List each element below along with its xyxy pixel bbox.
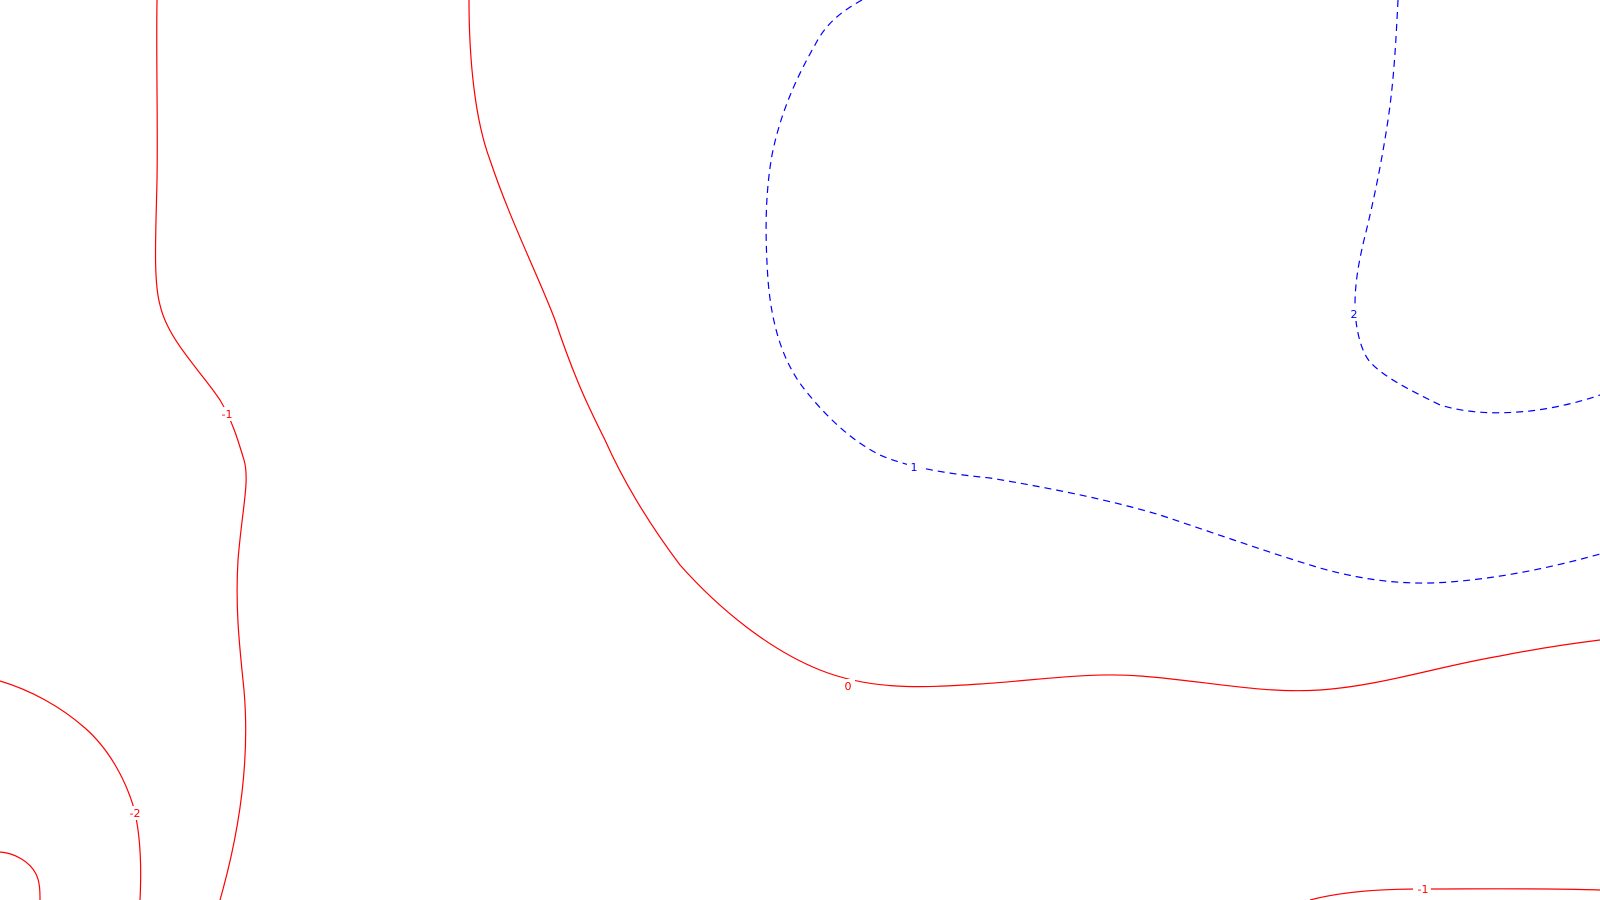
contour-line-neg2 xyxy=(0,680,142,900)
contour-label-neg1-left: -1 xyxy=(222,408,233,421)
contour-line-neg1-left xyxy=(154,0,247,900)
contour-line-pos2 xyxy=(1354,0,1600,414)
contour-label-zero: 0 xyxy=(845,680,852,693)
contour-label-pos1: 1 xyxy=(911,461,918,474)
contour-line-zero xyxy=(468,0,1600,692)
contour-line-neg1-bottom xyxy=(1309,888,1600,900)
contour-label-neg1-bottom: -1 xyxy=(1418,883,1429,896)
contour-label-pos2: 2 xyxy=(1351,308,1358,321)
contour-line-neg3-corner xyxy=(0,851,41,900)
contour-label-neg2: -2 xyxy=(130,807,141,820)
contour-line-pos1 xyxy=(765,0,1600,584)
